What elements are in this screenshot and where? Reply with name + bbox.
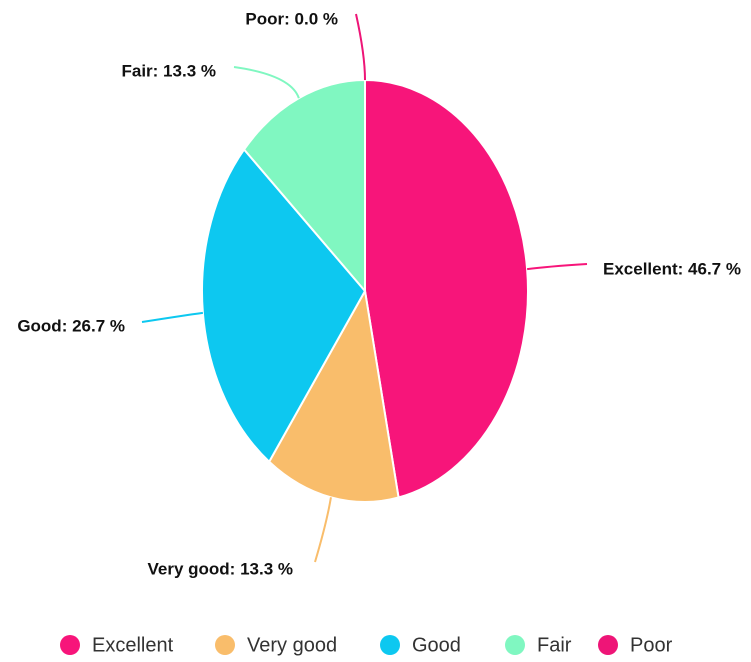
legend-swatch bbox=[598, 635, 618, 655]
pie-slice bbox=[242, 78, 366, 294]
legend-label: Fair bbox=[537, 634, 572, 656]
pie-slice bbox=[364, 78, 529, 499]
leader-line bbox=[355, 13, 366, 81]
slice-label: Poor: 0.0 % bbox=[245, 9, 338, 28]
slice-label: Very good: 13.3 % bbox=[148, 559, 294, 578]
slice-label: Excellent: 46.7 % bbox=[603, 259, 741, 278]
leader-line bbox=[141, 311, 204, 323]
legend-label: Poor bbox=[630, 634, 673, 656]
leader-line bbox=[233, 66, 300, 99]
leader-line bbox=[526, 263, 588, 271]
legend-swatch bbox=[60, 635, 80, 655]
legend-label: Good bbox=[412, 634, 461, 656]
legend-label: Very good bbox=[247, 634, 337, 656]
pie-slice bbox=[267, 288, 400, 503]
slice-label: Good: 26.7 % bbox=[17, 316, 125, 335]
legend-swatch bbox=[505, 635, 525, 655]
legend-label: Excellent bbox=[92, 634, 174, 656]
leader-line bbox=[314, 497, 332, 563]
legend-swatch bbox=[215, 635, 235, 655]
legend-swatch bbox=[380, 635, 400, 655]
slice-label: Fair: 13.3 % bbox=[122, 61, 217, 80]
